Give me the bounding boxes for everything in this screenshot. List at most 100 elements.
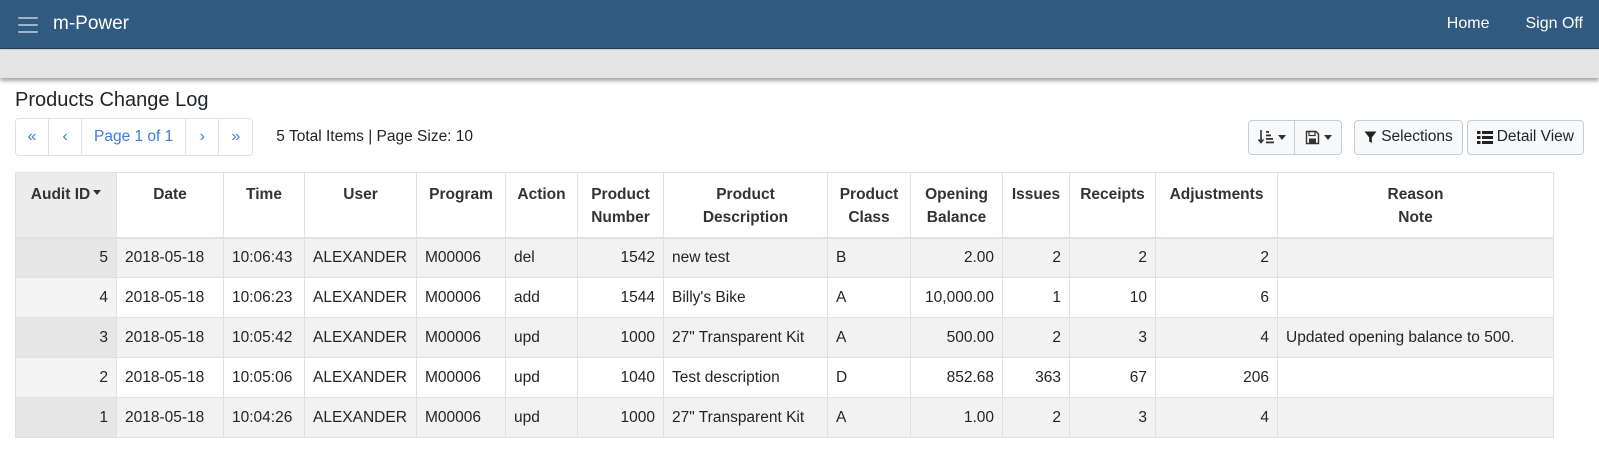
cell-issues: 2	[1002, 317, 1070, 358]
cell-product-number: 1040	[577, 357, 664, 398]
selections-button[interactable]: Selections	[1354, 119, 1463, 155]
cell-receipts: 3	[1069, 317, 1156, 358]
sort-desc-icon	[93, 190, 102, 196]
cell-product-class: A	[827, 277, 911, 318]
cell-program: M00006	[416, 397, 506, 438]
cell-action: add	[505, 277, 578, 318]
cell-product-description: 27" Transparent Kit	[663, 397, 828, 438]
cell-opening-balance: 10,000.00	[910, 277, 1003, 318]
cell-product-description: Test description	[663, 357, 828, 398]
sort-amount-icon	[1257, 130, 1274, 144]
header-product-number[interactable]: Product Number	[577, 172, 664, 238]
cell-audit-id: 5	[15, 237, 117, 278]
table-row[interactable]: 5 2018-05-18 10:06:43 ALEXANDER M00006 d…	[15, 237, 1554, 278]
cell-time: 10:06:43	[223, 237, 305, 278]
cell-product-number: 1000	[577, 397, 664, 438]
header-program[interactable]: Program	[416, 172, 506, 238]
header-reason-note[interactable]: Reason Note	[1277, 172, 1554, 238]
header-product-description[interactable]: Product Description	[663, 172, 828, 238]
cell-product-description: new test	[663, 237, 828, 278]
header-issues[interactable]: Issues	[1002, 172, 1070, 238]
cell-date: 2018-05-18	[116, 237, 224, 278]
cell-audit-id: 4	[15, 277, 117, 318]
cell-date: 2018-05-18	[116, 317, 224, 358]
cell-product-description: Billy's Bike	[663, 277, 828, 318]
header-time[interactable]: Time	[223, 172, 305, 238]
cell-opening-balance: 1.00	[910, 397, 1003, 438]
table-row[interactable]: 4 2018-05-18 10:06:23 ALEXANDER M00006 a…	[15, 277, 1554, 318]
page-title: Products Change Log	[15, 89, 209, 111]
cell-reason-note: Updated opening balance to 500.	[1277, 317, 1554, 358]
table-header-row: Audit ID Date Time User Program Action P…	[15, 172, 1554, 238]
save-icon	[1305, 130, 1319, 144]
cell-reason-note	[1277, 357, 1554, 398]
hamburger-menu-icon[interactable]	[18, 17, 38, 33]
header-receipts[interactable]: Receipts	[1069, 172, 1156, 238]
cell-program: M00006	[416, 237, 506, 278]
main-content: Products Change Log « ‹ Page 1 of 1 › » …	[0, 89, 1599, 438]
cell-user: ALEXANDER	[304, 237, 417, 278]
nav-sign-off-link[interactable]: Sign Off	[1525, 15, 1583, 32]
chevron-down-icon	[1277, 134, 1286, 140]
header-user[interactable]: User	[304, 172, 417, 238]
cell-adjustments: 2	[1155, 237, 1278, 278]
next-page-button[interactable]: ›	[186, 119, 220, 155]
header-adjustments[interactable]: Adjustments	[1155, 172, 1278, 238]
header-audit-id[interactable]: Audit ID	[15, 172, 117, 238]
cell-reason-note	[1277, 277, 1554, 318]
cell-issues: 2	[1002, 397, 1070, 438]
cell-action: upd	[505, 317, 578, 358]
cell-time: 10:05:42	[223, 317, 305, 358]
cell-product-class: A	[827, 397, 911, 438]
first-page-button[interactable]: «	[16, 119, 49, 155]
cell-opening-balance: 852.68	[910, 357, 1003, 398]
cell-receipts: 67	[1069, 357, 1156, 398]
previous-page-button[interactable]: ‹	[49, 119, 82, 155]
page-indicator[interactable]: Page 1 of 1	[82, 119, 187, 155]
table-row[interactable]: 3 2018-05-18 10:05:42 ALEXANDER M00006 u…	[15, 317, 1554, 358]
cell-user: ALEXANDER	[304, 357, 417, 398]
cell-opening-balance: 2.00	[910, 237, 1003, 278]
header-product-class[interactable]: Product Class	[827, 172, 911, 238]
header-action[interactable]: Action	[505, 172, 578, 238]
chevron-down-icon	[1323, 134, 1332, 140]
cell-adjustments: 4	[1155, 397, 1278, 438]
top-navbar: m-Power Home Sign Off	[0, 0, 1599, 49]
sort-dropdown-button[interactable]	[1249, 120, 1296, 154]
total-items-info: 5 Total Items | Page Size: 10	[276, 128, 474, 145]
sort-export-group	[1248, 119, 1343, 155]
table-row[interactable]: 2 2018-05-18 10:05:06 ALEXANDER M00006 u…	[15, 357, 1554, 398]
cell-date: 2018-05-18	[116, 397, 224, 438]
detail-view-button[interactable]: Detail View	[1466, 119, 1584, 155]
cell-product-number: 1544	[577, 277, 664, 318]
cell-adjustments: 6	[1155, 277, 1278, 318]
header-date[interactable]: Date	[116, 172, 224, 238]
list-icon	[1476, 130, 1493, 144]
brand-title[interactable]: m-Power	[53, 13, 130, 34]
cell-program: M00006	[416, 277, 506, 318]
sub-toolbar-bar	[0, 49, 1599, 78]
cell-product-number: 1000	[577, 317, 664, 358]
cell-adjustments: 4	[1155, 317, 1278, 358]
header-opening-balance[interactable]: Opening Balance	[910, 172, 1003, 238]
export-dropdown-button[interactable]	[1295, 121, 1341, 154]
change-log-table: Audit ID Date Time User Program Action P…	[15, 172, 1554, 438]
list-toolbar: « ‹ Page 1 of 1 › » 5 Total Items | Page…	[15, 118, 1584, 156]
cell-adjustments: 206	[1155, 357, 1278, 398]
cell-receipts: 2	[1069, 237, 1156, 278]
cell-receipts: 10	[1069, 277, 1156, 318]
cell-issues: 2	[1002, 237, 1070, 278]
cell-product-description: 27" Transparent Kit	[663, 317, 828, 358]
cell-audit-id: 3	[15, 317, 117, 358]
cell-receipts: 3	[1069, 397, 1156, 438]
cell-product-class: A	[827, 317, 911, 358]
cell-audit-id: 1	[15, 397, 117, 438]
cell-action: upd	[505, 357, 578, 398]
nav-home-link[interactable]: Home	[1446, 15, 1490, 32]
cell-opening-balance: 500.00	[910, 317, 1003, 358]
cell-issues: 363	[1002, 357, 1070, 398]
cell-date: 2018-05-18	[116, 277, 224, 318]
table-row[interactable]: 1 2018-05-18 10:04:26 ALEXANDER M00006 u…	[15, 397, 1554, 438]
pagination: « ‹ Page 1 of 1 › »	[15, 118, 254, 156]
last-page-button[interactable]: »	[231, 128, 241, 145]
